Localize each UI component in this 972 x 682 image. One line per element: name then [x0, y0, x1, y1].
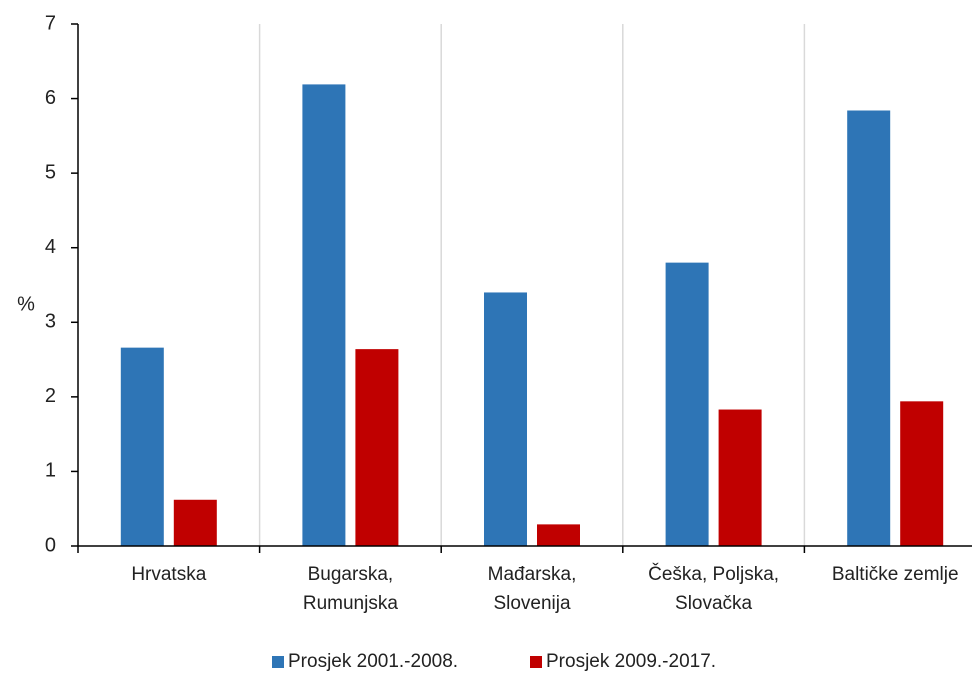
y-axis-ticks: 0 1 2 3 4 5 6 7 — [45, 12, 78, 556]
legend: Prosjek 2001.-2008. Prosjek 2009.-2017. — [272, 651, 716, 672]
x-category-label: Hrvatska — [131, 564, 206, 585]
x-category-label: Baltičke zemlje — [832, 564, 959, 585]
bar-series-2 — [355, 349, 399, 546]
y-tick-label: 6 — [45, 87, 56, 109]
legend-label: Prosjek 2009.-2017. — [546, 651, 716, 672]
x-category-label: Mađarska, Slovenija — [488, 564, 577, 614]
grid-lines — [258, 24, 806, 546]
y-tick-label: 2 — [45, 385, 56, 407]
y-tick-label: 4 — [45, 236, 56, 258]
bar-series-1 — [665, 262, 709, 546]
bar-series-1 — [120, 347, 164, 546]
x-axis-labels: Hrvatska Bugarska, Rumunjska Mađarska, Slove… — [131, 563, 958, 614]
y-axis-label: % — [17, 293, 35, 315]
y-tick-label: 5 — [45, 161, 56, 183]
bar-series-1 — [302, 84, 346, 546]
bar-series-2 — [718, 409, 762, 546]
bar-series-2 — [537, 524, 580, 546]
y-tick-label: 3 — [45, 311, 56, 333]
bar-series-2 — [900, 401, 944, 546]
legend-swatch — [530, 656, 542, 668]
x-category-label: Češka, Poljska, Slovačka — [648, 563, 779, 614]
y-tick-label: 1 — [45, 460, 56, 482]
bars — [120, 84, 944, 546]
bar-series-2 — [173, 499, 217, 546]
bar-series-1 — [484, 292, 527, 546]
legend-label: Prosjek 2001.-2008. — [288, 651, 458, 672]
bar-series-1 — [847, 110, 891, 546]
axes — [77, 24, 972, 553]
y-tick-label: 0 — [45, 534, 56, 556]
y-tick-label: 7 — [45, 12, 56, 34]
legend-swatch — [272, 656, 284, 668]
x-category-label: Bugarska, Rumunjska — [303, 564, 398, 614]
